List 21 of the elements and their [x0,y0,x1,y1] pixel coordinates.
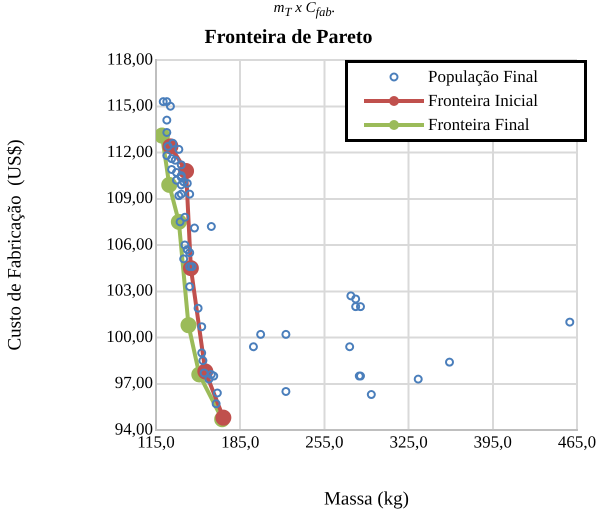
y-tick-label: 97,00 [114,373,153,392]
x-axis-title: Massa (kg) [324,488,409,510]
y-tick-label: 106,00 [106,234,153,254]
legend-label: População Final [428,67,538,87]
x-tick-label: 395,0 [474,432,512,452]
x-tick-label: 325,0 [389,432,428,452]
legend-label: Fronteira Final [428,115,530,135]
y-tick-label: 118,00 [106,49,153,68]
y-tick-label: 94,00 [114,419,153,438]
y-tick-label: 115,00 [106,96,153,115]
y-tick-label: 109,00 [106,188,153,208]
x-tick-label: 465,0 [558,432,596,452]
x-tick-label: 255,0 [305,432,344,452]
text: m$_{T}$ x C$_{fab}$. [272,0,336,20]
y-axis-title: Custo de Fabricação (US$) [4,139,26,351]
x-tick-label: 185,0 [221,432,260,452]
y-tick-label: 103,00 [106,280,153,300]
legend-label: Fronteira Inicial [428,91,538,111]
chart-title: Fronteira de Pareto [204,26,373,48]
y-tick-label: 100,00 [106,326,153,346]
y-tick-label: 112,00 [106,142,153,161]
